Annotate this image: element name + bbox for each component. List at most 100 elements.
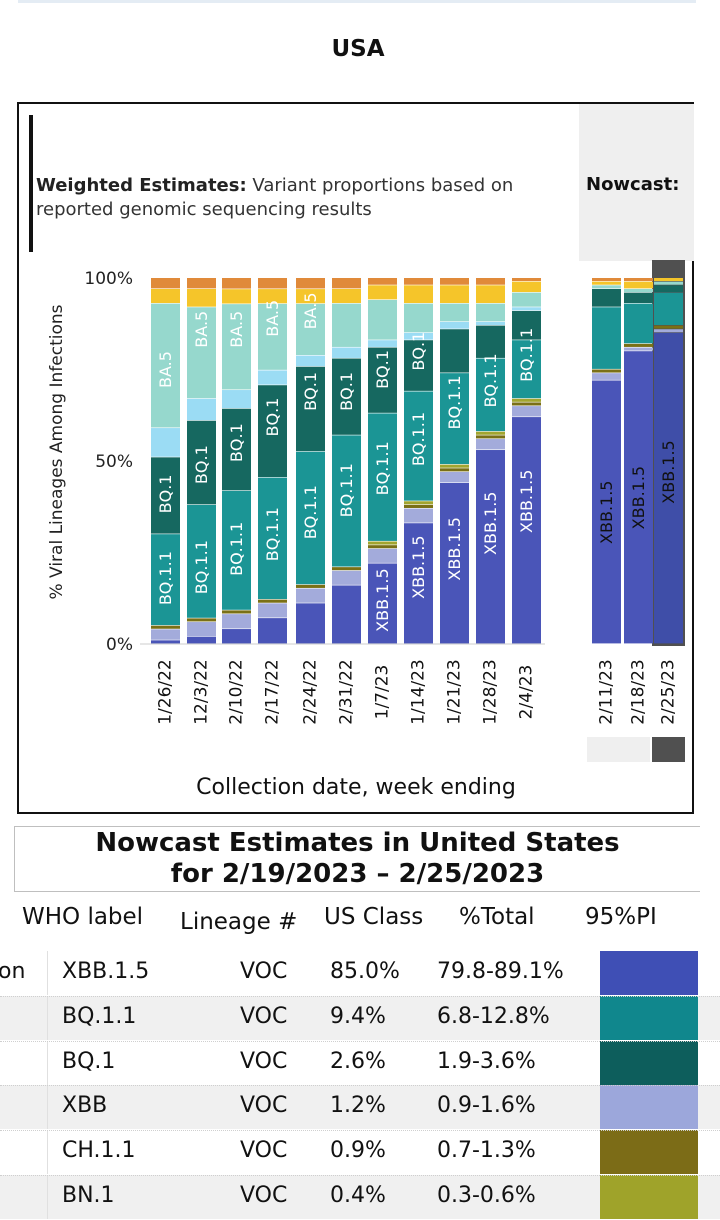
top-rule <box>18 0 696 3</box>
bar-segment <box>592 278 621 282</box>
x-tick-label: 1/28/23 <box>481 659 501 725</box>
bar-segment <box>332 303 361 347</box>
segment-label: BQ.1.1 <box>156 551 175 605</box>
bar-segment <box>151 534 180 626</box>
page-title: USA <box>331 36 385 62</box>
chart-title-rest: Variant proportions based on reported ge… <box>36 175 514 220</box>
pi-cell: 79.8-89.1% <box>437 959 564 984</box>
segment-label: XBB.1.5 <box>373 568 392 631</box>
bar-segment <box>440 482 469 644</box>
segment-label: BQ.1.1 <box>517 328 536 382</box>
x-tick-label: 1/21/23 <box>445 659 465 725</box>
x-tick-label: 2/31/22 <box>337 659 357 725</box>
bar-segment <box>368 545 397 549</box>
total-cell: 0.4% <box>330 1183 386 1208</box>
bar-segment <box>404 391 433 501</box>
bar-segment <box>296 451 325 585</box>
segment-label: BQ.1.1 <box>409 412 428 466</box>
row-separator <box>0 995 720 997</box>
segment-label: BQ.1.1 <box>263 507 282 561</box>
bar-segment <box>512 406 541 417</box>
x-tick-label: 12/3/22 <box>192 659 212 725</box>
segment-label: XBB.1.5 <box>629 466 648 529</box>
who-label-cell: on <box>0 959 26 984</box>
bar-segment <box>440 373 469 465</box>
bar-segment <box>624 351 653 644</box>
segment-label: BQ.1 <box>156 475 175 514</box>
bar-segment <box>332 570 361 585</box>
bar-segment <box>476 439 505 450</box>
bar-segment <box>512 398 541 402</box>
total-cell: 85.0% <box>330 959 400 984</box>
bar-segment <box>404 340 433 391</box>
segment-label: BQ.1.1 <box>373 441 392 495</box>
x-tick-label: 1/26/22 <box>156 659 176 725</box>
bar-segment <box>476 278 505 285</box>
bar-segment <box>624 292 653 304</box>
bar-segment <box>654 332 683 644</box>
bar-segment <box>151 640 180 644</box>
row-divider <box>47 995 48 1040</box>
bar-segment <box>476 431 505 435</box>
stacked-bar-chart: BA.5 BQ.1 BQ.1.1 BA.5 BQ.1 BQ.1.1 BA.5 BQ.1 BQ.1… <box>47 260 685 800</box>
segment-label: XBB.1.5 <box>659 440 678 503</box>
bar-segment <box>368 413 397 541</box>
bar-segment <box>296 355 325 367</box>
table-row: BQ.1.1 VOC 9.4% 6.8-12.8% <box>0 995 720 1040</box>
bar-segment <box>440 468 469 472</box>
segment-label: BQ.1.1 <box>192 540 211 594</box>
bar-segment <box>404 501 433 505</box>
bar-segment <box>440 321 469 329</box>
row-separator <box>0 1040 720 1042</box>
bar-segment <box>258 603 287 618</box>
segment-label: BQ.1.1 <box>481 353 500 407</box>
us-class-cell: VOC <box>240 1003 288 1029</box>
row-separator <box>0 1085 720 1087</box>
bar-segment <box>592 288 621 307</box>
bar-segment <box>258 278 287 289</box>
y-tick-label: 50% <box>95 452 133 472</box>
bar-segment <box>187 398 216 421</box>
bar-segment <box>592 369 621 373</box>
bar-segment <box>332 288 361 304</box>
bar-segment <box>624 281 653 289</box>
bar-segment <box>296 366 325 452</box>
bar-segment <box>624 288 653 293</box>
nowcast-table-title: Nowcast Estimates in United States for 2… <box>14 826 700 892</box>
bar-segment <box>624 343 653 347</box>
bar-segment <box>440 303 469 322</box>
segment-label: BA.5 <box>156 351 175 388</box>
bar-segment <box>368 347 397 413</box>
bar-segment <box>332 358 361 435</box>
bar-segment <box>368 548 397 563</box>
us-class-cell: VOC <box>240 1183 288 1208</box>
accent-bar <box>29 115 33 252</box>
bar-segment <box>476 285 505 304</box>
bar-segment <box>624 278 653 282</box>
us-class-cell: VOC <box>240 1048 288 1074</box>
row-separator <box>0 1175 720 1176</box>
lineage-cell: XBB.1.5 <box>62 959 150 984</box>
bar-segment <box>654 325 683 329</box>
bar-segment <box>187 278 216 289</box>
x-tick-label: 2/18/23 <box>629 659 649 725</box>
bar-segment <box>512 340 541 399</box>
bar-segment <box>187 288 216 307</box>
y-tick-label: 100% <box>84 269 133 289</box>
lineage-cell: CH.1.1 <box>62 1138 136 1164</box>
bar-segment <box>440 471 469 483</box>
bar-segment <box>258 303 287 370</box>
x-tick-label: 1/7/23 <box>373 665 393 720</box>
bar-segment <box>440 285 469 304</box>
bar-segment <box>332 278 361 289</box>
bar-segment <box>258 370 287 385</box>
row-divider <box>47 951 48 995</box>
bar-segment <box>296 588 325 603</box>
x-tick-label: 2/10/22 <box>227 659 247 725</box>
bar-segment <box>592 307 621 369</box>
bar-segment <box>512 310 541 340</box>
x-tick-label: 2/17/22 <box>263 659 283 725</box>
bar-segment <box>368 563 397 644</box>
bar-segment <box>476 358 505 432</box>
bar-segment <box>476 450 505 644</box>
